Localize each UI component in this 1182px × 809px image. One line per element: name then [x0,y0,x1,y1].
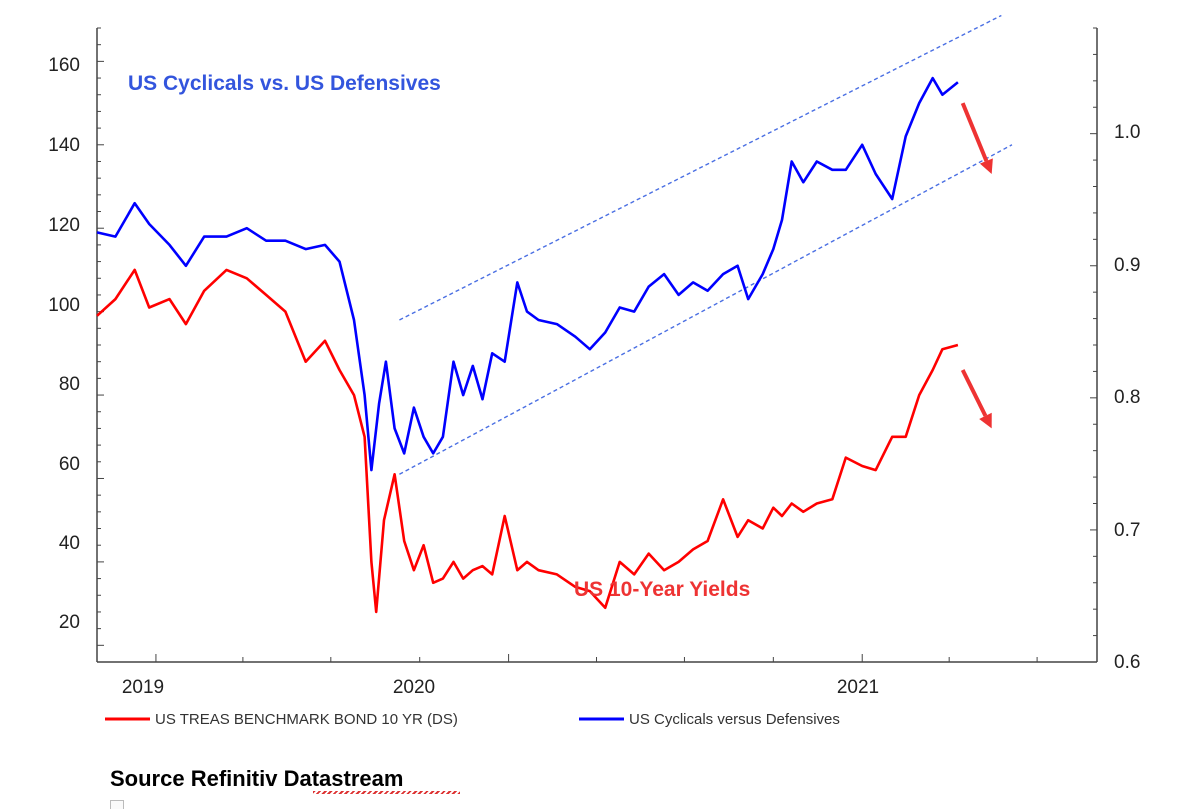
left-tick-label: 160 [48,55,80,76]
cyclicals-annotation: US Cyclicals vs. US Defensives [128,72,441,95]
left-tick-label: 140 [48,135,80,156]
series-line-yields [96,268,959,614]
down-arrow-head [979,412,992,429]
x-tick-label: 2020 [393,677,435,698]
source-note: Source Refinitiv Datastream [110,766,404,791]
chart: 160 140 120 100 80 60 40 20 1.0 0.9 0.8 … [48,14,1140,728]
paste-options-icon [110,800,124,809]
down-arrow-shaft [960,369,988,417]
left-tick-label: 40 [59,533,80,554]
down-arrow-shaft [960,102,989,162]
right-tick-label: 0.7 [1114,520,1140,541]
right-tick-label: 0.9 [1114,255,1140,276]
series-line-cyclicals [96,76,959,472]
right-tick-label: 0.8 [1114,387,1140,408]
left-tick-label: 60 [59,454,80,475]
left-tick-label: 100 [48,295,80,316]
left-tick-label: 80 [59,374,80,395]
legend-label-cyclicals: US Cyclicals versus Defensives [629,711,840,728]
yields-annotation: US 10-Year Yields [574,578,750,601]
x-tick-label: 2021 [837,677,879,698]
legend-label-yields: US TREAS BENCHMARK BOND 10 YR (DS) [155,711,458,728]
spellcheck-underline [313,791,460,794]
down-arrow-head [979,158,993,174]
trend-channel-upper [399,14,1002,321]
trend-channel-lower [399,144,1013,475]
right-tick-label: 1.0 [1114,122,1140,143]
x-tick-label: 2019 [122,677,164,698]
right-tick-label: 0.6 [1114,652,1140,673]
left-tick-label: 120 [48,215,80,236]
left-tick-label: 20 [59,612,80,633]
